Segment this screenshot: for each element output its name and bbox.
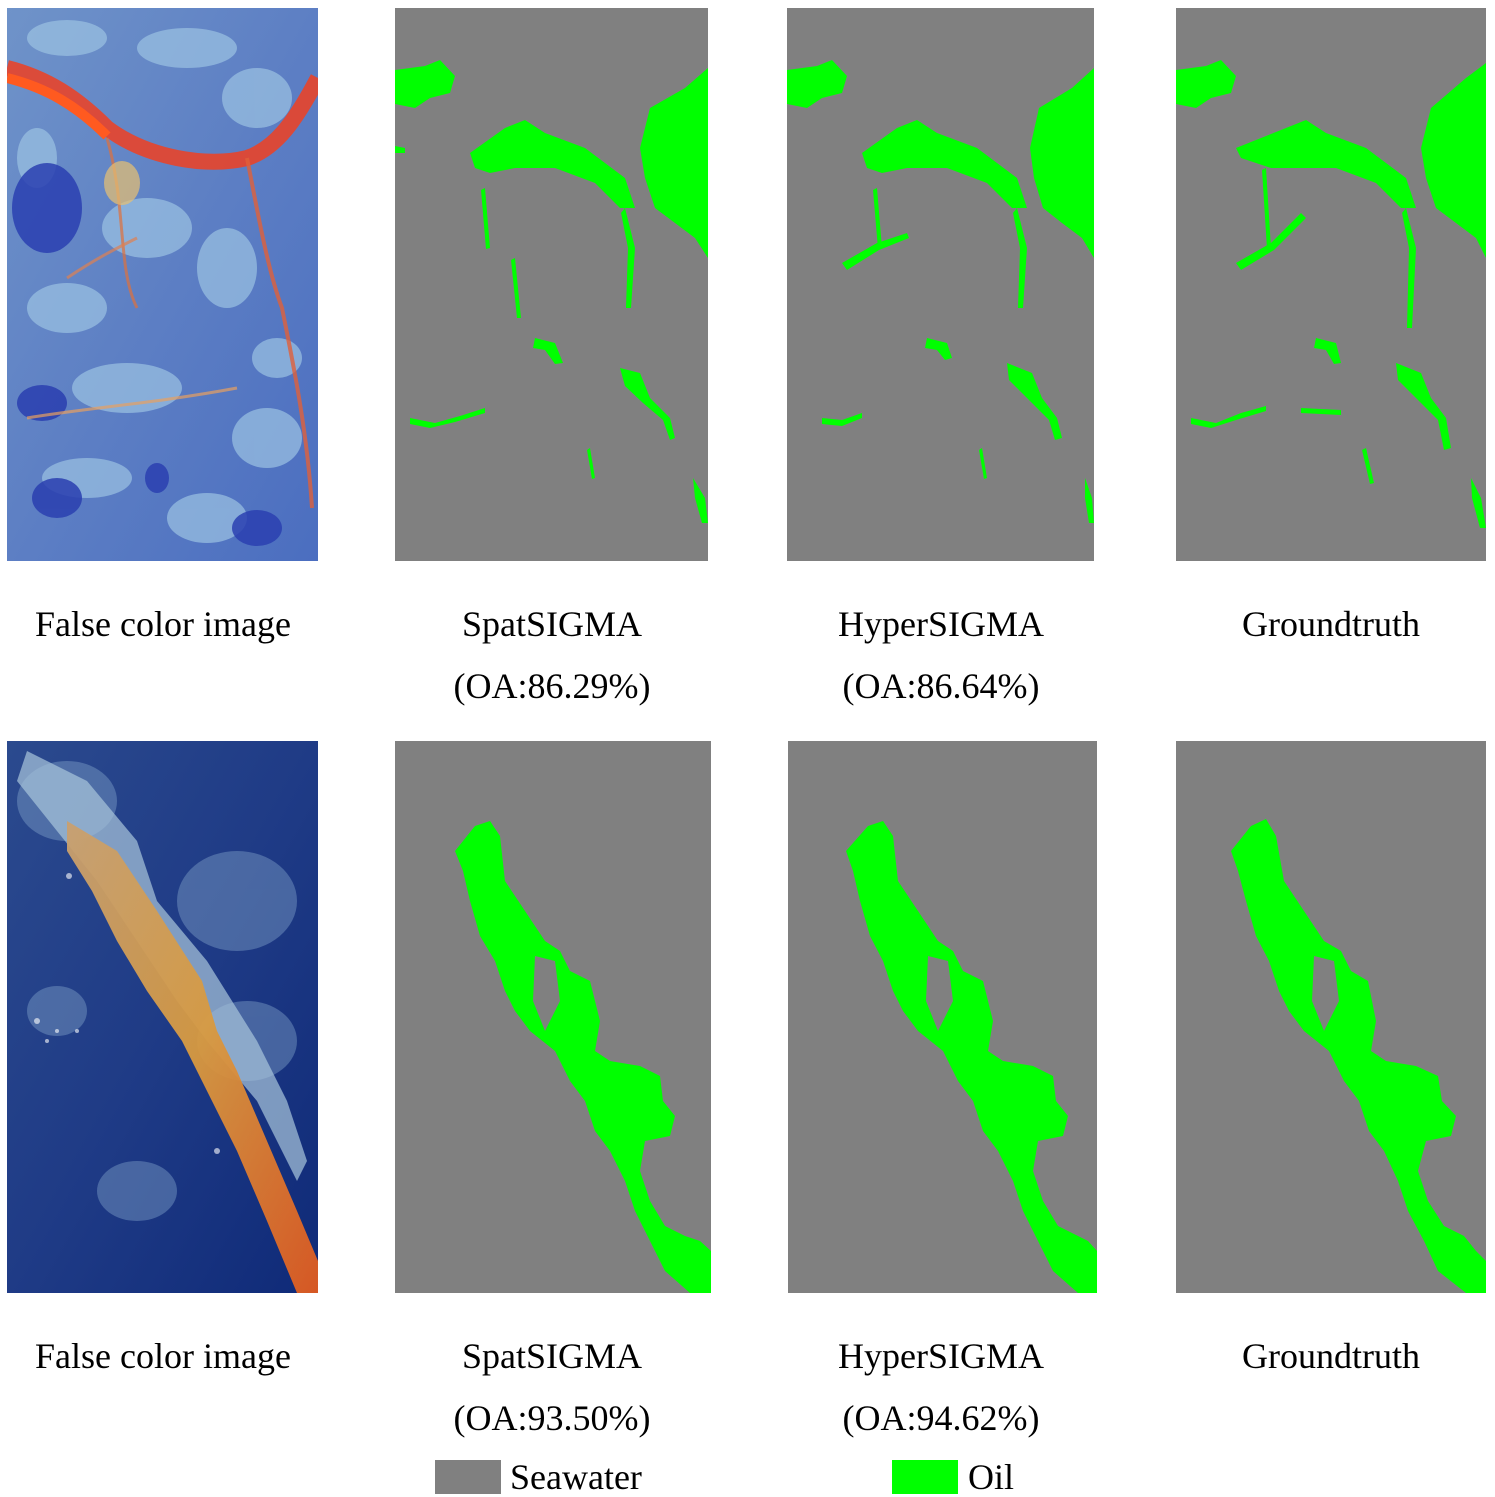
- caption-title: False color image: [35, 604, 291, 644]
- row1-false-color-image: [7, 8, 318, 561]
- row2-spatsigma-map: [395, 741, 711, 1293]
- row2-caption-spatsigma: SpatSIGMA (OA:93.50%): [362, 1325, 742, 1449]
- caption-title: False color image: [35, 1336, 291, 1376]
- row1-caption-hypersigma: HyperSIGMA (OA:86.64%): [751, 593, 1131, 717]
- legend-seawater-swatch: [435, 1460, 501, 1494]
- row2-caption-groundtruth: Groundtruth: [1141, 1325, 1495, 1387]
- caption-title: HyperSIGMA: [838, 604, 1044, 644]
- row2-groundtruth-map: [1176, 741, 1486, 1293]
- caption-title: SpatSIGMA: [461, 1336, 643, 1376]
- caption-title: HyperSIGMA: [838, 1336, 1044, 1376]
- row2-caption-false-color: False color image: [0, 1325, 353, 1387]
- row1-caption-groundtruth: Groundtruth: [1141, 593, 1495, 655]
- row1-caption-false-color: False color image: [0, 593, 353, 655]
- row1-spatsigma-map: [395, 8, 708, 561]
- row2-hypersigma-map: [788, 741, 1097, 1293]
- row2-caption-hypersigma: HyperSIGMA (OA:94.62%): [751, 1325, 1131, 1449]
- legend-oil-swatch: [892, 1460, 958, 1494]
- caption-title: SpatSIGMA: [461, 604, 643, 644]
- caption-title: Groundtruth: [1242, 604, 1420, 644]
- row1-groundtruth-map: [1176, 8, 1486, 561]
- caption-oa: (OA:94.62%): [842, 1398, 1040, 1438]
- legend-seawater-label: Seawater: [510, 1457, 642, 1497]
- row1-hypersigma-map: [787, 8, 1094, 561]
- caption-oa: (OA:93.50%): [453, 1398, 651, 1438]
- caption-title: Groundtruth: [1242, 1336, 1420, 1376]
- caption-oa: (OA:86.29%): [453, 666, 651, 706]
- legend-oil-label: Oil: [968, 1457, 1015, 1497]
- row2-false-color-image: [7, 741, 318, 1293]
- caption-oa: (OA:86.64%): [842, 666, 1040, 706]
- row1-caption-spatsigma: SpatSIGMA (OA:86.29%): [362, 593, 742, 717]
